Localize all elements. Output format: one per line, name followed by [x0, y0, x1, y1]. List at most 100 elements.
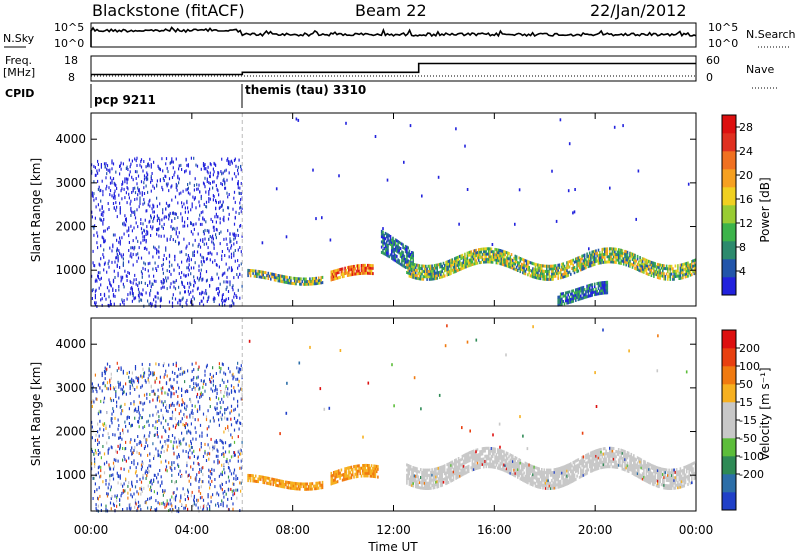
- echo-cell: [414, 466, 417, 470]
- echo-cell: [586, 295, 588, 299]
- echo-cell: [174, 212, 177, 216]
- echo-cell: [187, 217, 189, 220]
- echo-cell: [126, 181, 128, 185]
- echo-cell: [157, 388, 159, 392]
- echo-cell: [237, 228, 239, 232]
- echo-cell: [431, 473, 433, 477]
- echo-cell: [122, 484, 124, 488]
- echo-cell: [486, 462, 489, 466]
- echo-cell: [219, 217, 221, 221]
- echo-cell: [470, 263, 472, 267]
- echo-cell: [304, 487, 306, 491]
- echo-cell: [209, 486, 211, 490]
- echo-cell: [230, 443, 232, 447]
- echo-cell: [208, 251, 210, 255]
- echo-cell: [601, 255, 604, 259]
- echo-cell: [138, 441, 140, 445]
- echo-cell: [398, 248, 401, 252]
- echo-cell: [436, 480, 438, 484]
- echo-cell: [103, 381, 105, 385]
- y-tick-label: 4000: [55, 132, 86, 146]
- echo-cell: [120, 161, 122, 165]
- echo-cell: [186, 163, 188, 167]
- echo-cell: [162, 489, 164, 492]
- echo-cell: [443, 269, 446, 273]
- echo-cell: [209, 372, 211, 376]
- echo-cell: [425, 267, 427, 271]
- echo-cell: [549, 277, 552, 281]
- echo-cell: [125, 459, 127, 463]
- echo-cell: [369, 466, 372, 470]
- echo-cell: [103, 396, 106, 400]
- echo-cell: [590, 283, 592, 287]
- echo-cell: [185, 408, 187, 411]
- echo-cell: [359, 272, 362, 275]
- echo-cell: [572, 299, 575, 303]
- echo-cell: [543, 272, 546, 276]
- echo-cell: [205, 270, 208, 274]
- echo-cell: [253, 269, 256, 273]
- echo-cell: [339, 474, 341, 478]
- echo-cell: [215, 233, 217, 237]
- echo-cell: [126, 371, 128, 375]
- echo-cell: [310, 482, 312, 486]
- echo-cell: [452, 475, 455, 479]
- echo-cell: [422, 269, 425, 273]
- power-panel-frame: [91, 113, 696, 306]
- echo-cell: [345, 469, 348, 473]
- echo-cell: [182, 487, 184, 491]
- echo-cell: [155, 300, 157, 304]
- echo-cell: [455, 264, 457, 268]
- echo-cell: [567, 298, 569, 302]
- echo-cell: [258, 270, 261, 274]
- echo-cell: [156, 184, 158, 188]
- echo-cell: [476, 256, 479, 260]
- echo-cell: [679, 268, 682, 272]
- echo-cell: [133, 448, 135, 452]
- echo-cell: [106, 172, 108, 176]
- echo-cell: [563, 275, 566, 279]
- echo-cell: [319, 281, 321, 285]
- echo-cell: [538, 269, 540, 272]
- echo-cell: [168, 427, 170, 431]
- echo-cell: [433, 264, 436, 268]
- echo-cell: [230, 389, 233, 393]
- echo-cell: [344, 467, 346, 471]
- echo-cell: [137, 380, 140, 384]
- echo-cell: [581, 291, 583, 295]
- echo-cell: [210, 387, 212, 391]
- echo-cell: [348, 468, 350, 472]
- echo-cell: [475, 259, 477, 263]
- echo-cell: [184, 506, 186, 510]
- echo-cell: [170, 282, 172, 286]
- echo-cell: [385, 243, 388, 247]
- echo-cell: [222, 441, 224, 445]
- echo-cell: [156, 196, 158, 200]
- echo-cell: [188, 268, 190, 272]
- echo-cell: [238, 191, 240, 195]
- echo-cell: [110, 445, 112, 449]
- echo-cell: [620, 251, 622, 255]
- echo-cell: [306, 280, 309, 284]
- echo-cell: [543, 264, 546, 268]
- nave-tick-low: 0: [706, 71, 713, 84]
- echo-cell: [649, 263, 651, 266]
- power-data: [91, 113, 697, 308]
- echo-cell: [292, 276, 295, 280]
- echo-cell: [141, 275, 143, 279]
- echo-cell: [484, 454, 486, 458]
- echo-cell: [467, 253, 470, 257]
- echo-cell: [91, 210, 93, 214]
- echo-cell: [678, 274, 680, 278]
- echo-cell: [195, 478, 197, 482]
- echo-cell: [191, 362, 193, 366]
- echo-cell: [604, 288, 606, 292]
- echo-cell: [535, 271, 538, 274]
- echo-cell: [98, 434, 100, 438]
- echo-cell: [118, 366, 120, 370]
- echo-cell: [223, 453, 225, 456]
- echo-cell: [341, 275, 344, 279]
- echo-cell: [567, 273, 569, 277]
- echo-cell: [263, 478, 266, 482]
- echo-cell: [181, 168, 183, 171]
